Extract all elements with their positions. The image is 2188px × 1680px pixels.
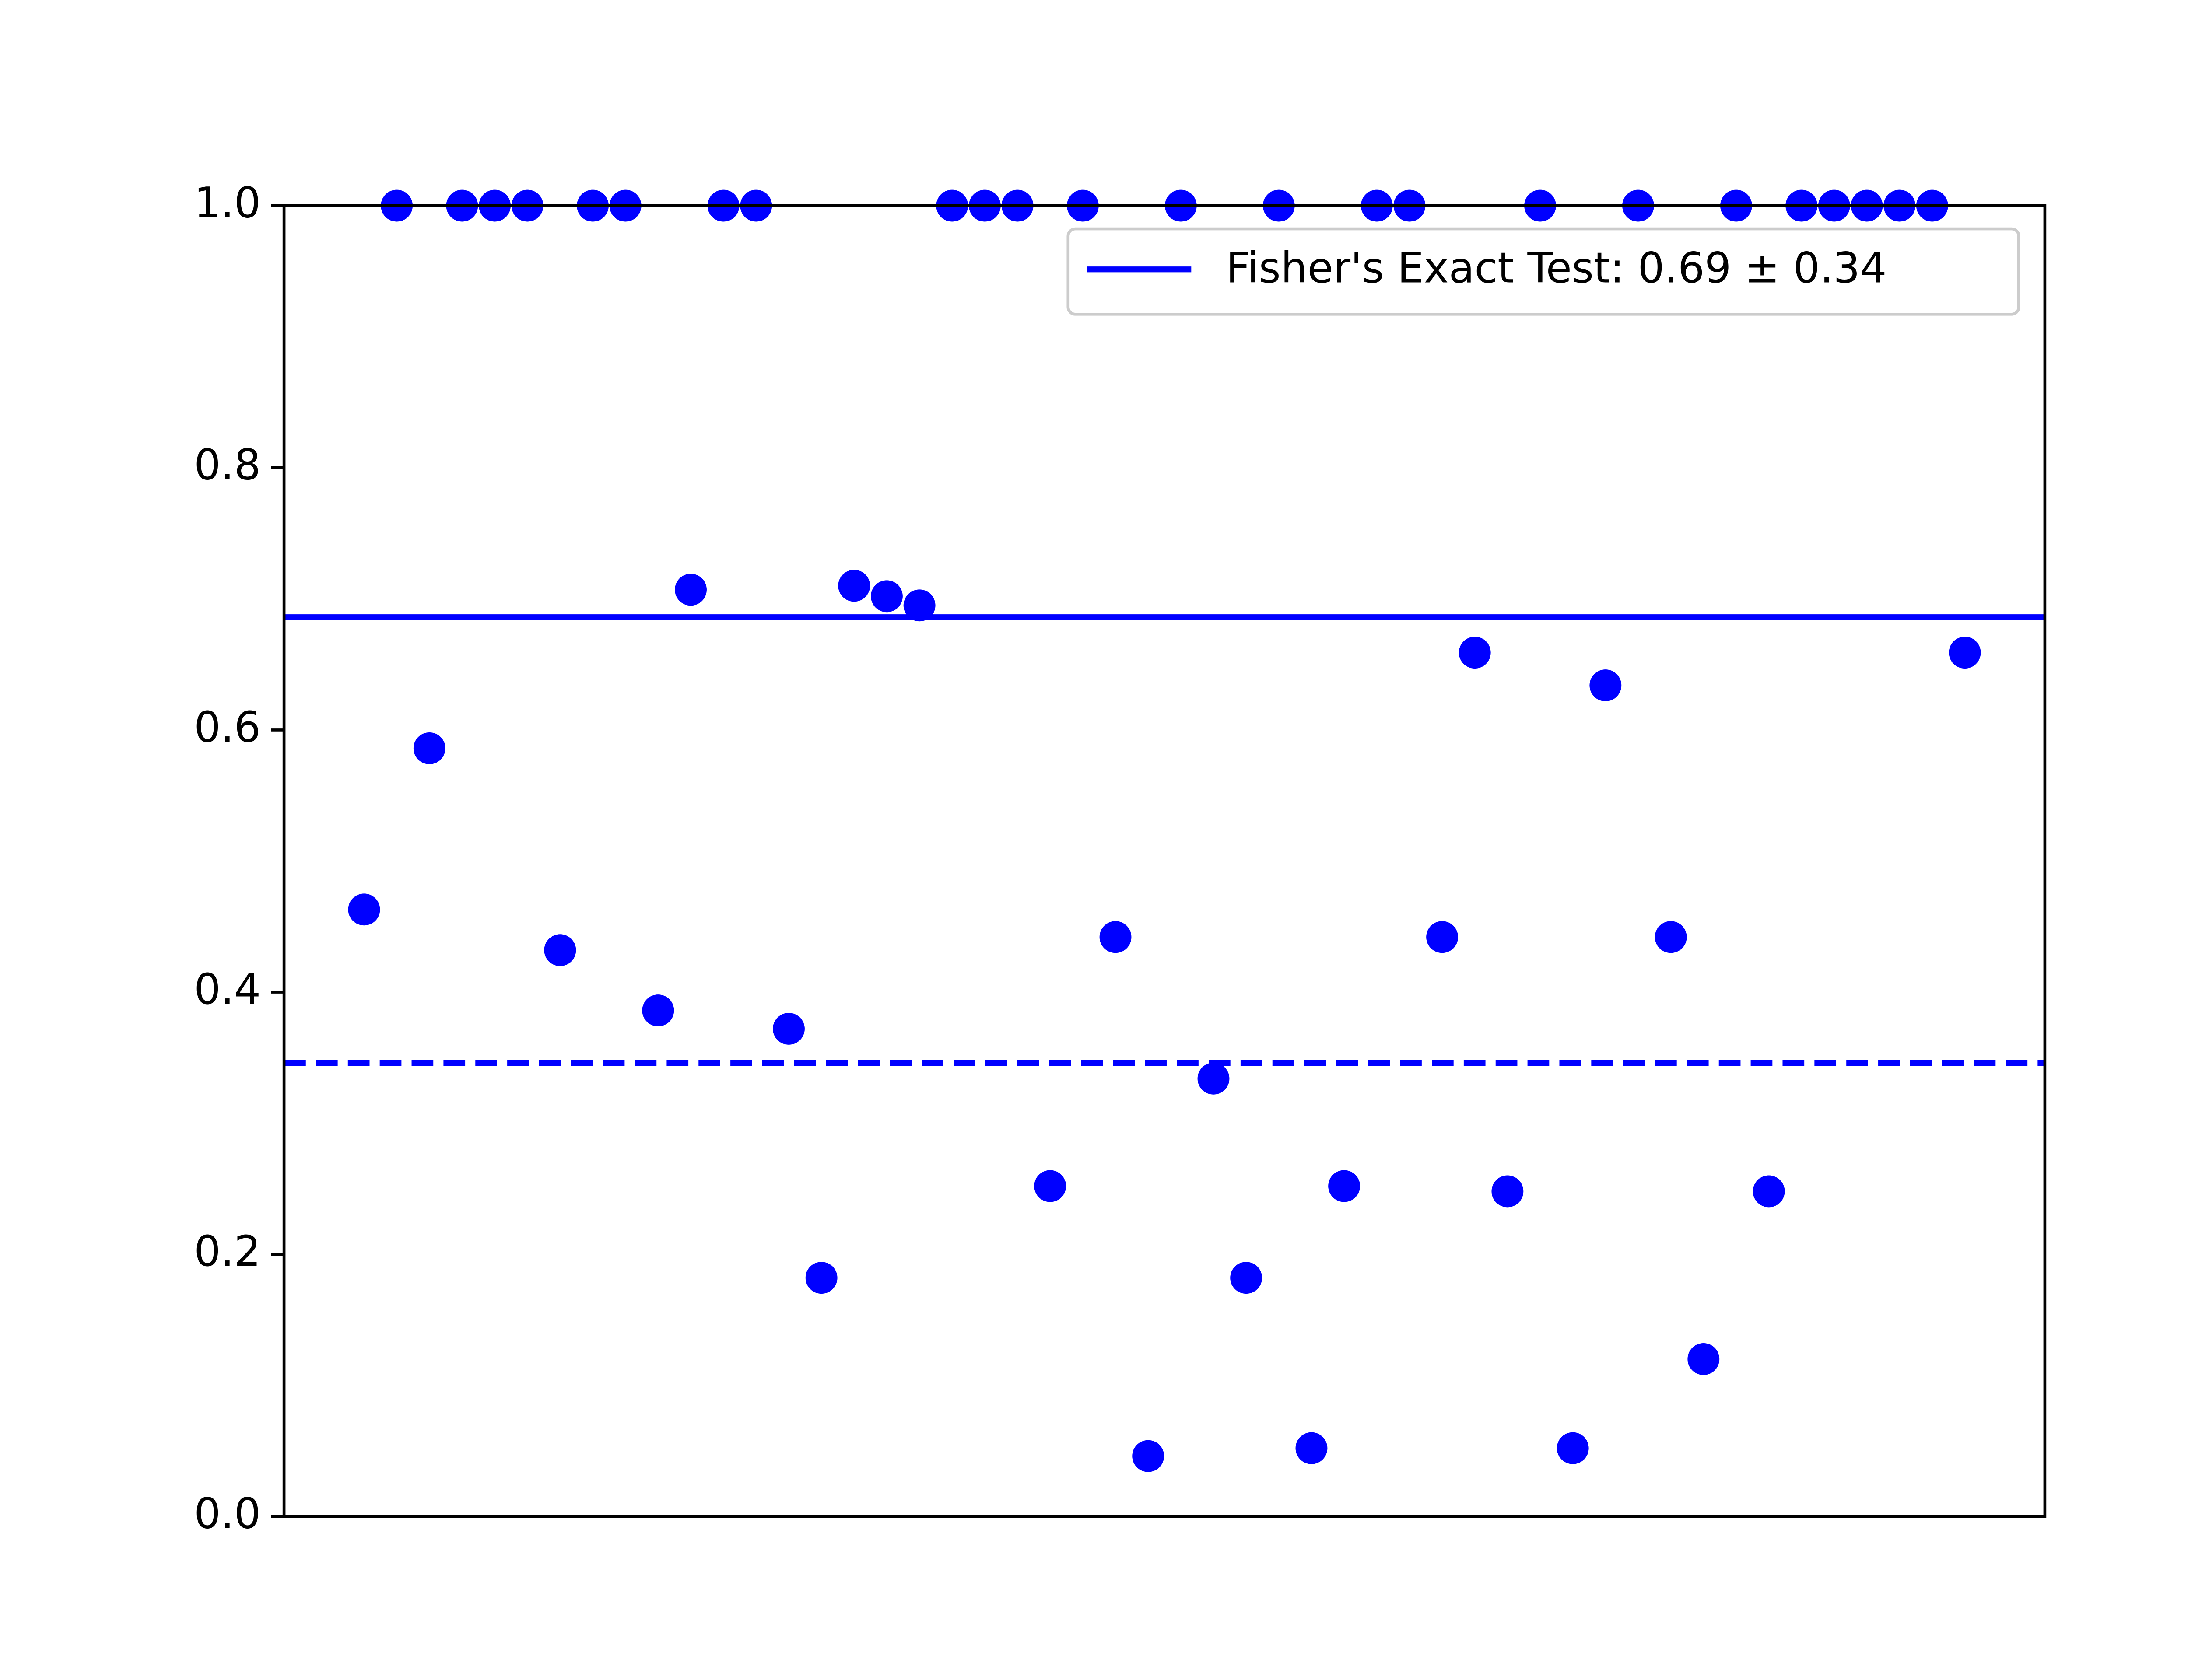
point <box>871 580 903 612</box>
point <box>1557 1432 1589 1464</box>
point <box>903 589 936 622</box>
y-tick-label: 1.0 <box>194 178 261 227</box>
legend-box <box>1066 227 2020 316</box>
point <box>1491 1175 1524 1208</box>
point <box>1132 1440 1164 1472</box>
point <box>675 574 707 606</box>
point <box>805 1262 838 1294</box>
point <box>1099 921 1132 953</box>
point <box>1459 637 1491 669</box>
point <box>1589 669 1622 701</box>
point <box>1949 637 1981 669</box>
point <box>1753 1175 1785 1208</box>
point <box>838 570 870 602</box>
legend: Fisher's Exact Test: 0.69 ± 0.34 <box>1066 227 2020 316</box>
point <box>1687 1343 1720 1375</box>
point <box>1426 921 1458 953</box>
y-tick-label: 0.8 <box>194 441 261 490</box>
point <box>1034 1170 1066 1202</box>
point <box>348 893 380 926</box>
point <box>773 1013 805 1045</box>
point <box>413 732 445 764</box>
point <box>1328 1170 1360 1202</box>
point <box>642 994 674 1026</box>
point <box>544 934 576 966</box>
y-tick-label: 0.6 <box>194 703 261 752</box>
y-tick-label: 0.2 <box>194 1227 261 1276</box>
point <box>1197 1062 1230 1095</box>
y-tick-label: 0.4 <box>194 965 261 1014</box>
point <box>1655 921 1687 953</box>
legend-label: Fisher's Exact Test: 0.69 ± 0.34 <box>1226 243 1887 292</box>
point <box>1230 1262 1262 1294</box>
y-tick-label: 0.0 <box>194 1489 261 1538</box>
plot-frame <box>282 204 2047 1518</box>
point <box>1295 1432 1328 1464</box>
